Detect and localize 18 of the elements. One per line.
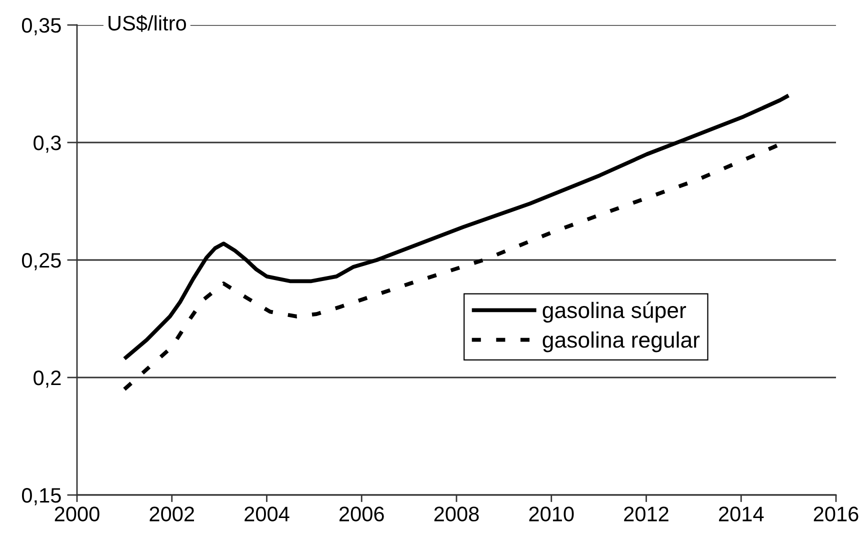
x-tick-label: 2014 [719, 506, 764, 522]
x-tick-label: 2000 [54, 506, 100, 522]
x-tick-label: 2002 [150, 506, 194, 522]
y-axis-title: US$/litro [108, 14, 186, 32]
x-tick-label: 2004 [244, 506, 290, 522]
x-tick-label: 2006 [340, 506, 384, 522]
x-tick-label: 2012 [624, 506, 668, 522]
x-tick-label: 2016 [814, 506, 858, 522]
x-tick-label: 2008 [434, 506, 479, 522]
line-series [122, 94, 791, 361]
y-tick-label: 0,25 [22, 253, 61, 270]
y-tick-label: 0,15 [22, 488, 61, 506]
legend-label: gasolina súper [542, 302, 686, 323]
legend-label: gasolina regular [542, 331, 700, 352]
y-tick-label: 0,2 [34, 370, 61, 388]
y-tick-label: 0,3 [34, 136, 61, 153]
y-tick-label: 0,35 [22, 18, 61, 36]
x-tick-label: 2010 [529, 506, 574, 522]
